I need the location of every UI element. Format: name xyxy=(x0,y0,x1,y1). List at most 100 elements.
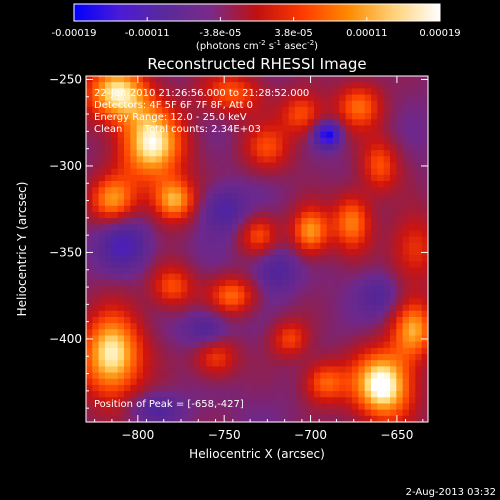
heatmap-cell xyxy=(390,119,397,127)
heatmap-cell xyxy=(130,100,138,108)
heatmap-cell xyxy=(181,391,188,398)
heatmap-cell xyxy=(244,82,252,89)
heatmap-cell xyxy=(377,230,385,238)
heatmap-cell xyxy=(206,249,214,256)
heatmap-cell xyxy=(269,249,277,256)
heatmap-cell xyxy=(352,125,359,133)
heatmap-cell xyxy=(257,181,264,188)
heatmap-cell xyxy=(250,347,258,355)
heatmap-cell xyxy=(238,279,245,287)
heatmap-cell xyxy=(143,360,150,367)
heatmap-cell xyxy=(212,174,220,182)
heatmap-cell xyxy=(383,119,391,127)
heatmap-cell xyxy=(345,316,353,324)
heatmap-cell xyxy=(238,378,245,386)
heatmap-cell xyxy=(225,384,233,392)
heatmap-cell xyxy=(187,347,195,355)
heatmap-cell xyxy=(231,242,239,250)
heatmap-cell xyxy=(117,304,125,312)
heatmap-cell xyxy=(136,366,144,374)
heatmap-cell xyxy=(98,286,106,293)
heatmap-cell xyxy=(390,131,397,139)
heatmap-cell xyxy=(301,187,309,194)
heatmap-cell xyxy=(377,106,385,114)
heatmap-cell xyxy=(257,372,264,380)
heatmap-cell xyxy=(358,224,366,232)
heatmap-cell xyxy=(402,397,410,405)
heatmap-cell xyxy=(130,156,138,164)
heatmap-cell xyxy=(396,174,404,182)
heatmap-cell xyxy=(402,224,410,232)
heatmap-cell xyxy=(402,181,410,188)
heatmap-cell xyxy=(269,82,277,89)
heatmap-cell xyxy=(288,372,296,380)
heatmap-cell xyxy=(105,125,112,133)
heatmap-cell xyxy=(111,384,119,392)
heatmap-cell xyxy=(238,310,245,318)
heatmap-cell xyxy=(371,335,378,343)
heatmap-cell xyxy=(377,286,385,293)
heatmap-cell xyxy=(282,131,290,139)
heatmap-cell xyxy=(333,88,340,96)
heatmap-cell xyxy=(231,236,239,244)
heatmap-cell xyxy=(168,323,176,330)
heatmap-cell xyxy=(339,224,347,232)
heatmap-cell xyxy=(358,249,366,256)
heatmap-cell xyxy=(377,187,385,194)
heatmap-cell xyxy=(301,304,309,312)
heatmap-cell xyxy=(301,199,309,207)
heatmap-cell xyxy=(409,391,416,398)
heatmap-cell xyxy=(409,354,416,361)
heatmap-cell xyxy=(136,174,144,182)
heatmap-cell xyxy=(295,94,302,102)
heatmap-cell xyxy=(244,316,252,324)
heatmap-cell xyxy=(402,249,410,256)
heatmap-cell xyxy=(250,113,258,120)
heatmap-cell xyxy=(225,211,233,219)
heatmap-cell xyxy=(250,131,258,139)
heatmap-cell xyxy=(143,82,150,89)
heatmap-cell xyxy=(421,193,429,201)
heatmap-cell xyxy=(124,162,131,170)
heatmap-cell xyxy=(174,125,182,133)
heatmap-cell xyxy=(143,187,150,194)
heatmap-cell xyxy=(295,354,302,361)
heatmap-cell xyxy=(282,329,290,337)
heatmap-cell xyxy=(187,310,195,318)
heatmap-cell xyxy=(320,329,328,337)
heatmap-cell xyxy=(421,261,429,269)
heatmap-cell xyxy=(345,125,353,133)
heatmap-cell xyxy=(421,397,429,405)
heatmap-cell xyxy=(352,137,359,145)
heatmap-cell xyxy=(187,273,195,281)
heatmap-cell xyxy=(124,150,131,157)
heatmap-cell xyxy=(288,409,296,417)
heatmap-cell xyxy=(257,335,264,343)
heatmap-cell xyxy=(200,415,207,423)
heatmap-cell xyxy=(326,193,334,201)
heatmap-cell xyxy=(345,100,353,108)
heatmap-cell xyxy=(98,168,106,176)
heatmap-cell xyxy=(143,323,150,330)
heatmap-cell xyxy=(206,199,214,207)
heatmap-cell xyxy=(339,360,347,367)
heatmap-cell xyxy=(212,366,220,374)
heatmap-cell xyxy=(206,384,214,392)
heatmap-cell xyxy=(345,94,353,102)
heatmap-cell xyxy=(257,347,264,355)
heatmap-cell xyxy=(117,384,125,392)
heatmap-cell xyxy=(352,335,359,343)
heatmap-cell xyxy=(396,335,404,343)
heatmap-cell xyxy=(212,261,220,269)
heatmap-cell xyxy=(98,372,106,380)
heatmap-cell xyxy=(231,384,239,392)
heatmap-cell xyxy=(200,174,207,182)
heatmap-cell xyxy=(187,415,195,423)
heatmap-cell xyxy=(269,378,277,386)
y-tick-label: −250 xyxy=(49,72,82,86)
heatmap-cell xyxy=(187,292,195,300)
heatmap-cell xyxy=(358,323,366,330)
heatmap-cell xyxy=(212,168,220,176)
heatmap-cell xyxy=(402,335,410,343)
heatmap-cell xyxy=(288,230,296,238)
